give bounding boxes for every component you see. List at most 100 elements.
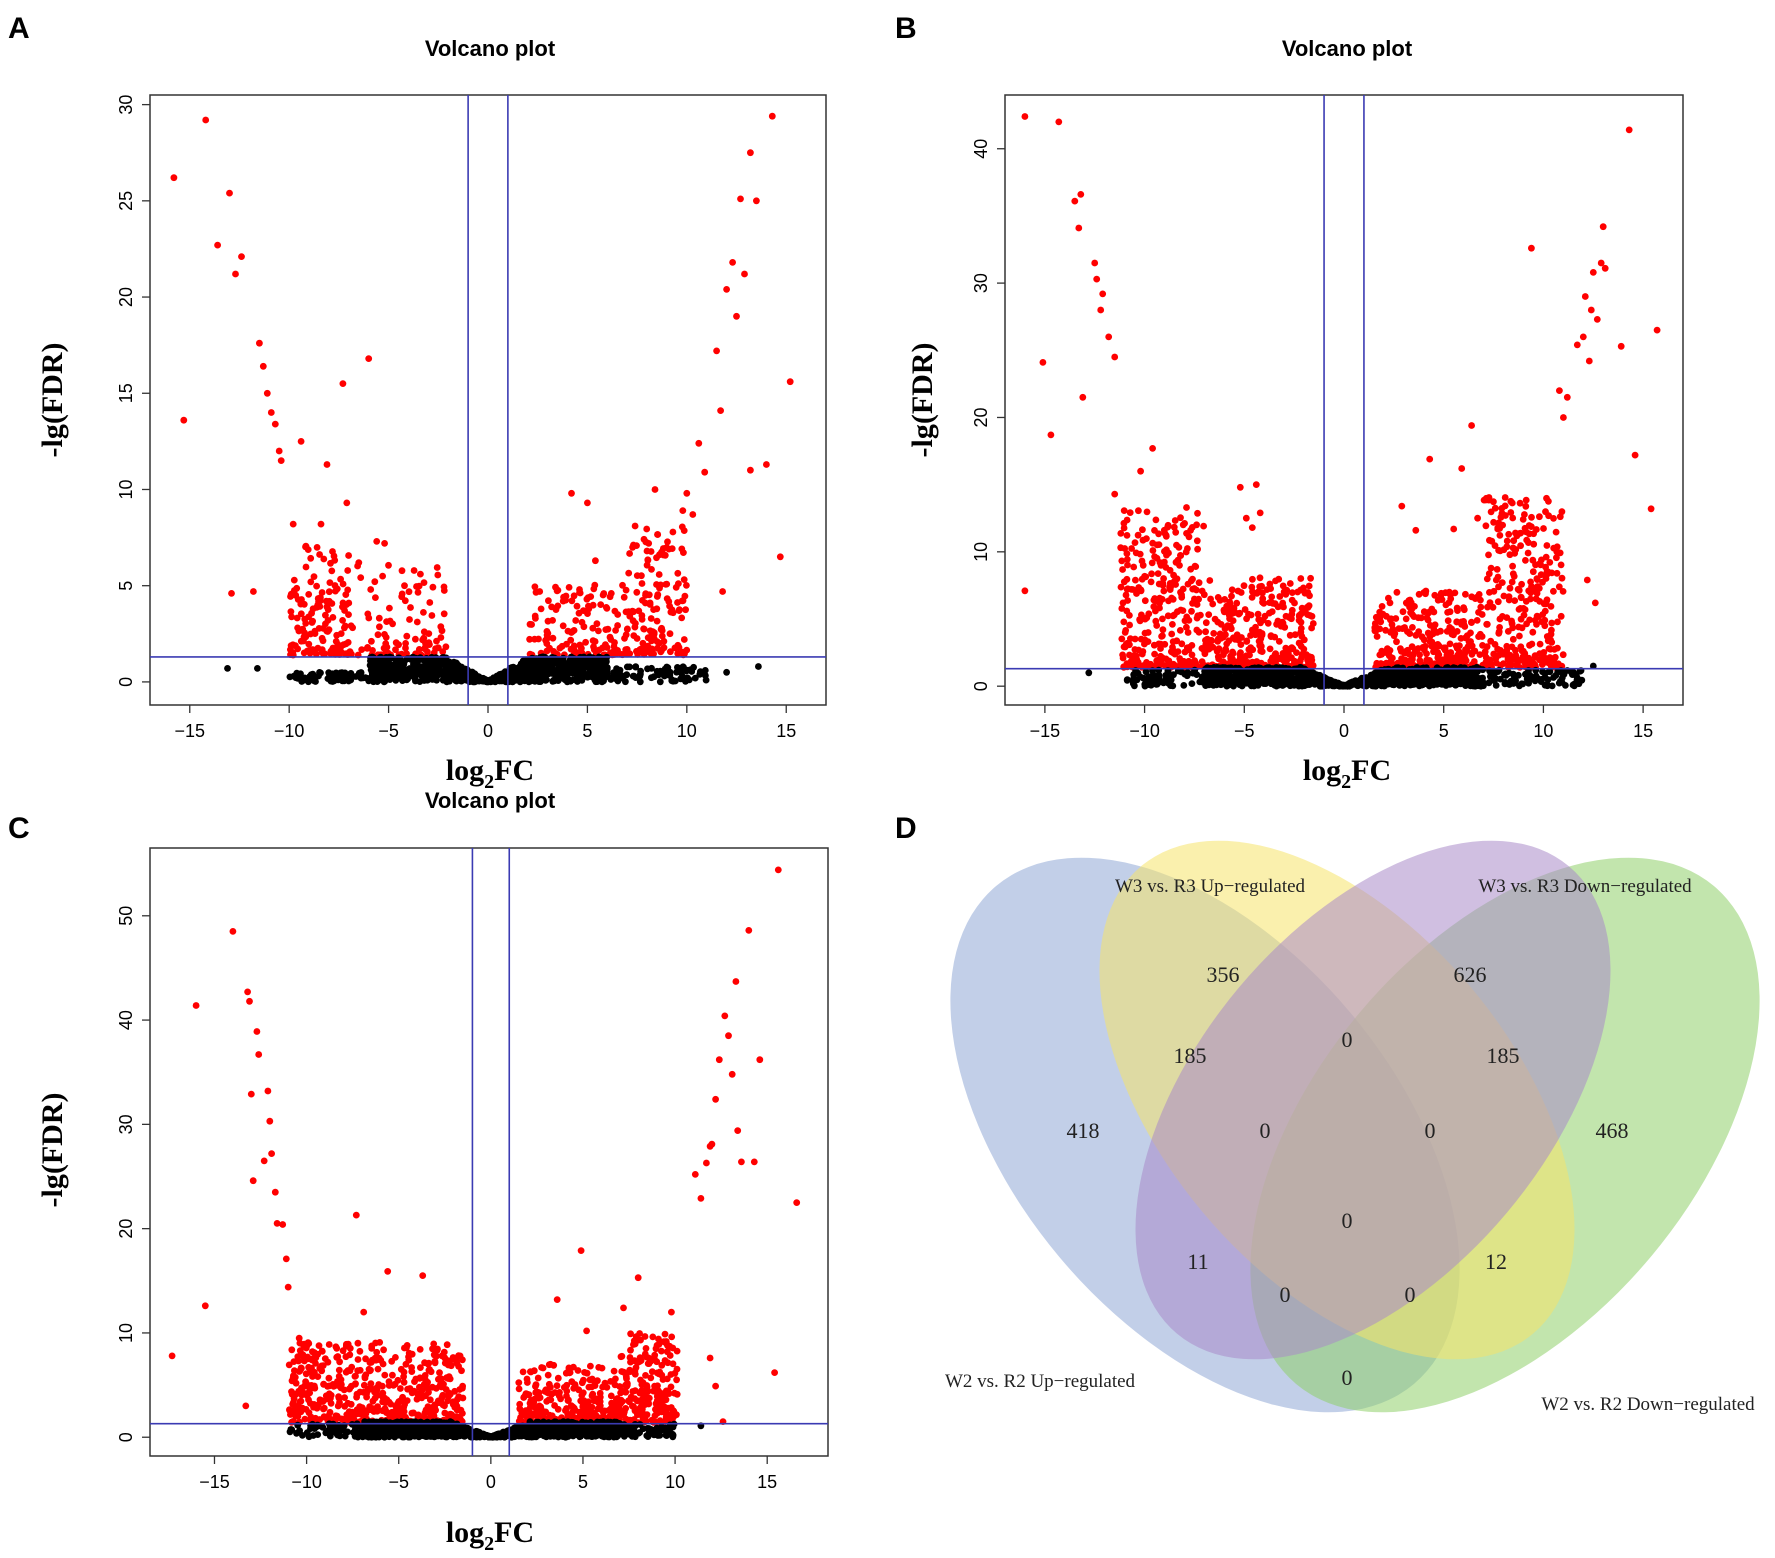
data-point [300,1383,308,1390]
data-point [406,616,413,623]
data-point [1168,630,1176,638]
data-point [326,579,334,586]
data-point [442,643,450,651]
data-point [1392,615,1400,622]
data-point [1300,636,1308,644]
data-point [1477,596,1484,604]
data-point [1495,546,1502,554]
data-point [1170,578,1178,585]
data-point [1121,545,1129,552]
data-point [304,1353,311,1361]
outlier-point [1528,244,1535,252]
data-point [347,670,355,678]
outlier-point [747,149,754,157]
data-point [1541,607,1549,615]
data-point [1327,679,1335,687]
data-point [672,584,680,591]
outlier-point [226,189,233,197]
data-point [684,674,691,682]
data-point [381,631,388,638]
data-point [1191,562,1199,570]
data-point [1159,581,1167,589]
data-point [1553,548,1561,556]
outlier-point [289,520,297,528]
data-point [1454,607,1461,614]
outlier-point [1412,526,1420,534]
data-point [623,626,631,633]
data-point [1256,642,1264,649]
data-point [1207,636,1215,644]
data-point [1249,646,1257,654]
data-point [1415,680,1423,687]
data-point [1193,626,1201,634]
data-point [1139,536,1147,544]
data-point [1420,646,1428,654]
data-point [344,1399,352,1407]
data-point [325,1374,333,1382]
data-point [1177,514,1184,522]
data-point [1159,632,1166,640]
data-point [413,1395,421,1403]
data-point [1141,597,1149,605]
data-point [1441,644,1449,652]
data-point [636,678,644,686]
data-point [1518,580,1525,588]
data-point [1311,671,1319,679]
outlier-point [1653,326,1661,334]
data-point [755,663,762,670]
data-point [314,644,322,652]
data-point [629,607,636,615]
data-point [639,648,647,656]
outlier-point [1585,357,1593,365]
data-point [560,1384,568,1391]
data-point [405,1356,413,1364]
data-point [549,669,557,677]
outlier-point [1091,259,1099,267]
data-point [322,597,330,605]
outlier-point [1587,306,1595,314]
data-point [1126,509,1134,516]
data-point [1130,563,1138,571]
data-point [324,606,332,613]
data-point [1166,566,1174,574]
data-point [299,625,307,633]
data-point [1258,631,1266,639]
data-point [1397,670,1405,677]
outlier-point [1173,541,1180,549]
y-tick-label: 15 [116,383,136,403]
data-point [1547,645,1554,653]
outlier-point [417,570,424,578]
outlier-point [1647,505,1655,513]
data-point [1249,575,1256,583]
data-point [1167,682,1174,689]
data-point [1554,618,1561,626]
data-point [1221,672,1229,680]
data-point [1483,620,1491,628]
data-point [1275,638,1283,645]
data-point [307,1413,315,1421]
data-point [1286,614,1293,621]
data-point [1491,542,1499,549]
data-point [1296,640,1304,648]
data-point [1259,616,1267,624]
data-point [1516,632,1523,640]
data-point [1281,588,1288,596]
data-point [1508,578,1516,586]
outlier-point [1398,502,1406,510]
data-point [341,607,348,614]
data-point [623,663,631,671]
data-point [398,593,406,601]
data-point [658,647,665,654]
data-point [1431,641,1439,649]
data-points [1021,113,1661,690]
data-point [559,622,567,630]
data-point [1517,542,1524,550]
data-point [1085,669,1093,677]
outlier-point [1047,431,1055,439]
data-point [1517,593,1525,601]
data-point [305,640,313,648]
data-point [402,640,409,647]
data-point [1118,605,1126,612]
data-point [1194,509,1201,517]
